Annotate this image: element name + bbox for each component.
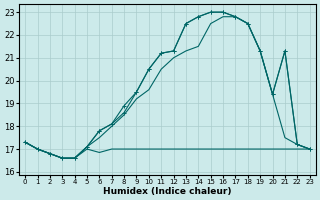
X-axis label: Humidex (Indice chaleur): Humidex (Indice chaleur) — [103, 187, 232, 196]
